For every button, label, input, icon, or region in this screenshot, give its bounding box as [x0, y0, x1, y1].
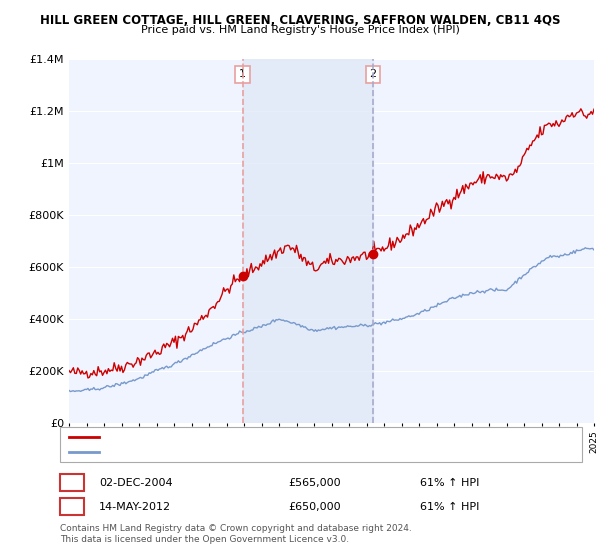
Text: 02-DEC-2004: 02-DEC-2004 — [99, 478, 173, 488]
Text: Price paid vs. HM Land Registry's House Price Index (HPI): Price paid vs. HM Land Registry's House … — [140, 25, 460, 35]
Text: 14-MAY-2012: 14-MAY-2012 — [99, 502, 171, 512]
Text: 1: 1 — [68, 478, 76, 488]
Text: HILL GREEN COTTAGE, HILL GREEN, CLAVERING, SAFFRON WALDEN, CB11 4QS (detache: HILL GREEN COTTAGE, HILL GREEN, CLAVERIN… — [104, 432, 521, 441]
Text: 61% ↑ HPI: 61% ↑ HPI — [420, 502, 479, 512]
Bar — [242, 59, 373, 423]
Text: £650,000: £650,000 — [288, 502, 341, 512]
Text: 2: 2 — [370, 69, 377, 80]
Text: HILL GREEN COTTAGE, HILL GREEN, CLAVERING, SAFFRON WALDEN, CB11 4QS: HILL GREEN COTTAGE, HILL GREEN, CLAVERIN… — [40, 14, 560, 27]
Text: HPI: Average price, detached house, Uttlesford: HPI: Average price, detached house, Uttl… — [104, 448, 327, 457]
Text: £565,000: £565,000 — [288, 478, 341, 488]
Text: 1: 1 — [239, 69, 246, 80]
Text: This data is licensed under the Open Government Licence v3.0.: This data is licensed under the Open Gov… — [60, 534, 349, 544]
Text: 61% ↑ HPI: 61% ↑ HPI — [420, 478, 479, 488]
Text: 2: 2 — [68, 502, 76, 512]
Text: Contains HM Land Registry data © Crown copyright and database right 2024.: Contains HM Land Registry data © Crown c… — [60, 524, 412, 533]
